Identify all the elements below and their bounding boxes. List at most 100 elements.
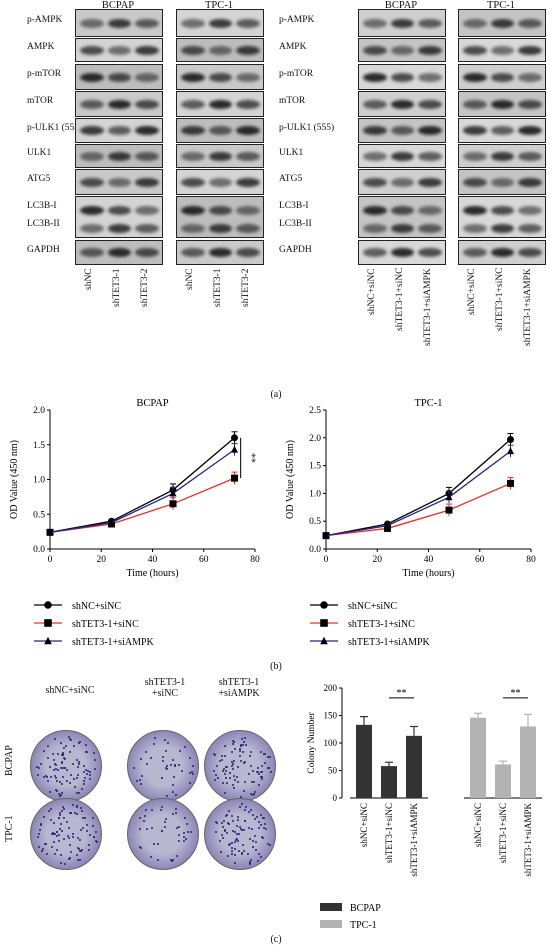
colony-speck: [66, 835, 69, 838]
wb-right-band: [418, 45, 442, 55]
bar-bar: [406, 735, 422, 798]
colony-speck: [35, 765, 38, 768]
colony-speck: [76, 853, 79, 856]
colony-speck: [153, 843, 156, 846]
colony-speck: [80, 829, 83, 832]
wb-left-band: [107, 205, 132, 215]
colony-speck: [172, 812, 175, 815]
colony-speck: [260, 751, 263, 754]
wb-left-blot-strip: [176, 169, 264, 195]
bar-y-tick-label: 50: [328, 766, 338, 776]
wb-right-band: [390, 18, 415, 28]
colony-speck: [234, 831, 237, 834]
colony-speck: [41, 848, 44, 851]
panel-label-a: (a): [270, 389, 282, 400]
colony-speck: [75, 792, 78, 795]
wb-left-row-label: GAPDH: [27, 244, 60, 255]
wb-right-band: [518, 72, 542, 82]
wb-right-band: [418, 72, 442, 82]
colony-speck: [192, 772, 195, 775]
line-1-point: [384, 521, 391, 529]
colony-dish: [30, 798, 102, 870]
colony-column-label: shTET3-1 +siAMPK: [218, 677, 260, 699]
colony-speck: [75, 759, 78, 762]
colony-speck: [267, 842, 270, 845]
wb-right-band: [363, 151, 387, 161]
colony-speck: [253, 818, 256, 821]
wb-left-band: [107, 45, 132, 55]
bar-y-tick-label: 200: [324, 683, 338, 693]
line-1-y-label: OD Value (450 nm): [285, 440, 296, 519]
colony-speck: [166, 767, 169, 770]
colony-speck: [77, 792, 80, 795]
colony-speck: [259, 813, 262, 816]
colony-speck: [224, 772, 227, 775]
colony-speck: [60, 792, 63, 795]
colony-speck: [261, 775, 264, 778]
wb-left-row-label: p-AMPK: [27, 15, 63, 25]
line-chart-bcpap: BCPAP 0.0 0.5 1.0 1.5 2.0 0 20 40 60 80 Time (hours…: [9, 398, 260, 648]
colony-speck: [242, 741, 245, 744]
colony-speck: [225, 781, 228, 784]
colony-speck: [241, 852, 244, 855]
colony-speck: [143, 819, 146, 822]
line-chart-tpc1: TPC-1 0.0 0.5 1.0 1.5 2.0 2.5 0 20 40 60 80 Time (ho…: [285, 398, 536, 648]
colony-speck: [172, 758, 175, 761]
wb-left-band: [80, 224, 104, 234]
colony-speck: [266, 766, 269, 769]
colony-speck: [240, 828, 243, 831]
colony-speck: [227, 822, 230, 825]
colony-speck: [61, 761, 64, 764]
colony-speck: [77, 762, 80, 765]
wb-right-band: [463, 205, 487, 215]
colony-speck: [261, 837, 264, 840]
colony-speck: [55, 830, 58, 833]
colony-speck: [234, 778, 237, 781]
colony-speck: [174, 807, 177, 810]
colony-speck: [232, 768, 235, 771]
colony-speck: [160, 776, 163, 779]
colony-speck: [261, 771, 264, 774]
colony-speck: [189, 781, 192, 784]
line-0-series-line: [49, 477, 235, 533]
colony-speck: [224, 765, 227, 768]
colony-speck: [231, 750, 234, 753]
wb-left-band: [107, 126, 132, 135]
line-0-series-line: [49, 449, 235, 533]
colony-speck: [247, 773, 250, 776]
colony-speck: [39, 763, 42, 766]
wb-right-row-label: LC3B-I: [279, 200, 309, 211]
wb-right-band: [490, 126, 515, 135]
wb-right-band: [390, 151, 415, 161]
colony-speck: [165, 749, 168, 752]
wb-left-band: [135, 151, 159, 161]
colony-speck: [59, 795, 62, 798]
wb-right-blot-strip: [458, 38, 546, 62]
line-1-y-tick-label: 2.0: [309, 434, 321, 444]
colony-speck: [64, 758, 67, 761]
line-1-x-tick-label: 80: [526, 555, 536, 565]
colony-speck: [190, 831, 193, 834]
wb-left-band: [135, 177, 159, 187]
wb-right-band: [390, 72, 415, 82]
bar-significance: **: [397, 688, 407, 699]
colony-speck: [78, 858, 81, 861]
colony-speck: [58, 812, 61, 815]
colony-speck: [234, 747, 237, 750]
wb-right-band: [490, 224, 515, 234]
colony-speck: [174, 763, 177, 766]
colony-speck: [61, 776, 64, 779]
wb-left-band: [135, 126, 159, 135]
colony-speck: [241, 844, 244, 847]
colony-speck: [140, 846, 143, 849]
wb-left-band: [135, 45, 159, 55]
colony-speck: [69, 774, 72, 777]
colony-speck: [85, 751, 88, 754]
colony-speck: [216, 821, 219, 824]
colony-column-label: shNC+siNC: [45, 685, 95, 696]
colony-speck: [64, 744, 67, 747]
wb-right-band: [463, 45, 487, 55]
colony-speck: [85, 769, 88, 772]
line-1-legend-marker: [320, 636, 328, 645]
colony-speck: [239, 827, 242, 830]
